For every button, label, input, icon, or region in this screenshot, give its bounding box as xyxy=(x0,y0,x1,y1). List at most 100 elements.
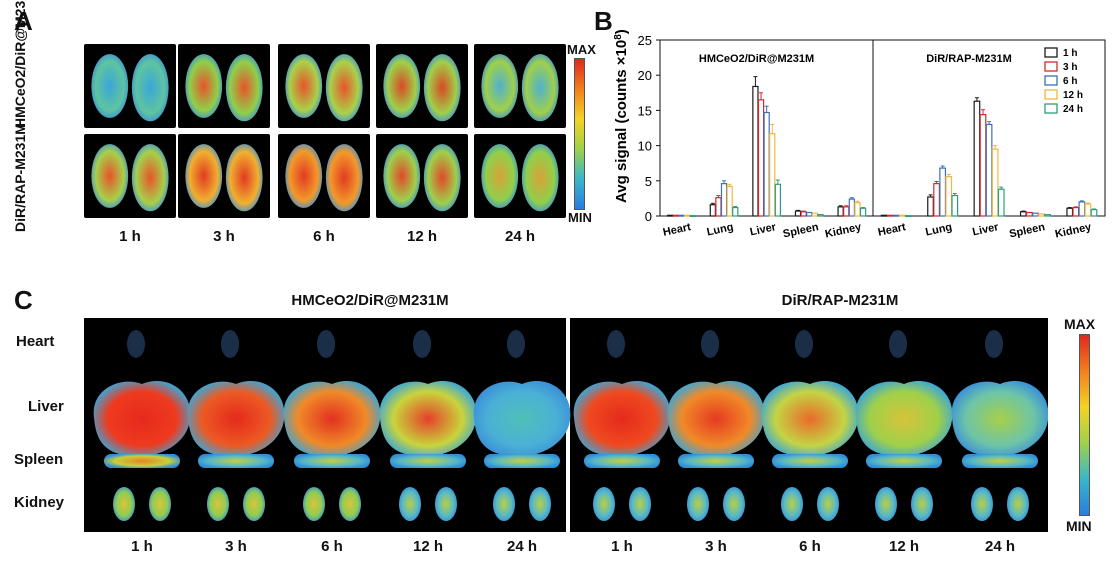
time-label-a-2: 3 h xyxy=(213,228,235,245)
y-tick-label: 5 xyxy=(645,174,652,189)
bar-2-kidney-6h xyxy=(1078,201,1086,217)
spleen-image-1 xyxy=(104,454,180,468)
bar-1-heart-6h xyxy=(678,214,685,217)
bar-1-heart-24h xyxy=(689,215,696,218)
bar-1-lung-3h xyxy=(715,197,722,217)
bar-1-liver-12h xyxy=(769,133,776,217)
legend-swatch-3 xyxy=(1044,75,1058,86)
liver-image-3 xyxy=(283,381,381,457)
colorbar-a-max: MAX xyxy=(567,42,596,57)
bar-2-lung-24h xyxy=(951,194,959,217)
kidney-right-image-1 xyxy=(149,487,171,521)
row-label-dir-rap-text: DiR/RAP-M231M xyxy=(12,123,28,232)
bar-2-heart-3h xyxy=(886,214,894,217)
category-label-2-spleen: Spleen xyxy=(1008,221,1046,240)
subplot-title-2: DiR/RAP-M231M xyxy=(926,53,1012,65)
organ-images xyxy=(93,330,1048,521)
category-label-2-heart: Heart xyxy=(877,221,907,239)
right-lobe xyxy=(423,144,461,212)
bar-1-liver-1h xyxy=(752,85,759,217)
row-label-hmceo2-text: HMCeO2/DiR@M231M xyxy=(12,0,28,128)
category-label-2-lung: Lung xyxy=(924,221,953,238)
organ-label-liver: Liver xyxy=(28,398,64,415)
group-title-1: HMCeO2/DiR@M231M xyxy=(291,292,449,309)
spleen-image-10 xyxy=(962,454,1038,468)
left-lobe xyxy=(285,54,323,118)
bar-1-lung-1h xyxy=(709,204,716,217)
spleen-image-5 xyxy=(484,454,560,468)
kidney-left-image-4 xyxy=(399,487,421,521)
kidney-left-image-1 xyxy=(113,487,135,521)
right-lobe xyxy=(325,54,363,122)
bar-2-spleen-1h xyxy=(1019,211,1027,217)
right-lobe xyxy=(521,54,559,122)
bar-2-liver-6h xyxy=(985,123,993,217)
subplot-title-1: HMCeO2/DiR@M231M xyxy=(699,53,814,65)
bar-2-heart-24h xyxy=(905,215,912,218)
row-label-hmceo2: HMCeO2/DiR@M231M xyxy=(12,0,28,128)
left-lobe xyxy=(285,144,323,208)
left-lobe xyxy=(91,144,129,208)
lung-image-r1-c3 xyxy=(278,44,370,128)
bar-1-spleen-6h xyxy=(806,211,813,217)
y-tick-label: 0 xyxy=(645,209,652,224)
kidney-left-image-9 xyxy=(875,487,897,521)
kidney-right-image-8 xyxy=(817,487,839,521)
liver-image-7 xyxy=(667,381,765,457)
bar-1-spleen-1h xyxy=(794,210,802,217)
right-lobe xyxy=(225,144,263,212)
liver-image-8 xyxy=(761,381,859,457)
bar-1-liver-6h xyxy=(763,111,770,217)
colorbar-c xyxy=(1079,334,1090,516)
legend-swatch-2 xyxy=(1044,61,1058,72)
panel-letter-c: C xyxy=(14,285,33,315)
kidney-right-image-4 xyxy=(435,487,457,521)
bar-1-liver-24h xyxy=(774,183,782,217)
bar-2-spleen-6h xyxy=(1032,212,1039,217)
category-label-1-heart: Heart xyxy=(662,221,692,239)
lung-image-r1-c5 xyxy=(474,44,566,128)
heart-image-8 xyxy=(795,330,813,358)
liver-image-9 xyxy=(855,381,953,457)
kidney-right-image-10 xyxy=(1007,487,1029,521)
legend-swatch-4 xyxy=(1044,89,1058,100)
y-tick-label: 20 xyxy=(638,68,652,83)
kidney-left-image-7 xyxy=(687,487,709,521)
bar-2-liver-12h xyxy=(991,148,999,217)
time-label-a-3: 6 h xyxy=(313,228,335,245)
right-lobe xyxy=(423,54,461,122)
bar-2-liver-1h xyxy=(973,100,981,217)
time-label-c-2: 3 h xyxy=(225,538,247,555)
kidney-left-image-5 xyxy=(493,487,515,521)
bar-2-lung-12h xyxy=(945,175,953,217)
bar-2-spleen-12h xyxy=(1038,213,1045,217)
bar-1-heart-3h xyxy=(672,214,679,217)
category-label-1-lung: Lung xyxy=(706,221,735,238)
bar-1-lung-12h xyxy=(726,185,733,217)
left-lobe xyxy=(383,144,421,208)
kidney-right-image-5 xyxy=(529,487,551,521)
kidney-left-image-10 xyxy=(971,487,993,521)
spleen-image-3 xyxy=(294,454,370,468)
colorbar-a-min: MIN xyxy=(568,210,592,225)
spleen-image-2 xyxy=(198,454,274,468)
spleen-image-8 xyxy=(772,454,848,468)
time-label-c-1: 1 h xyxy=(131,538,153,555)
bar-1-kidney-1h xyxy=(837,206,844,217)
bar-2-kidney-24h xyxy=(1090,209,1098,217)
bar-2-heart-6h xyxy=(892,214,900,217)
liver-image-10 xyxy=(951,381,1048,457)
liver-image-2 xyxy=(187,381,285,457)
bar-1-heart-12h xyxy=(683,214,691,217)
time-label-c-9: 12 h xyxy=(888,538,919,555)
bar-2-spleen-3h xyxy=(1026,211,1033,217)
category-label-1-kidney: Kidney xyxy=(824,221,863,241)
time-label-a-4: 12 h xyxy=(406,228,437,245)
bar-1-lung-6h xyxy=(720,183,728,217)
bar-1-kidney-24h xyxy=(859,207,867,217)
kidney-right-image-6 xyxy=(629,487,651,521)
lung-image-r2-c4 xyxy=(376,134,468,218)
left-lobe xyxy=(481,144,519,208)
kidney-left-image-2 xyxy=(207,487,229,521)
left-lobe xyxy=(383,54,421,118)
